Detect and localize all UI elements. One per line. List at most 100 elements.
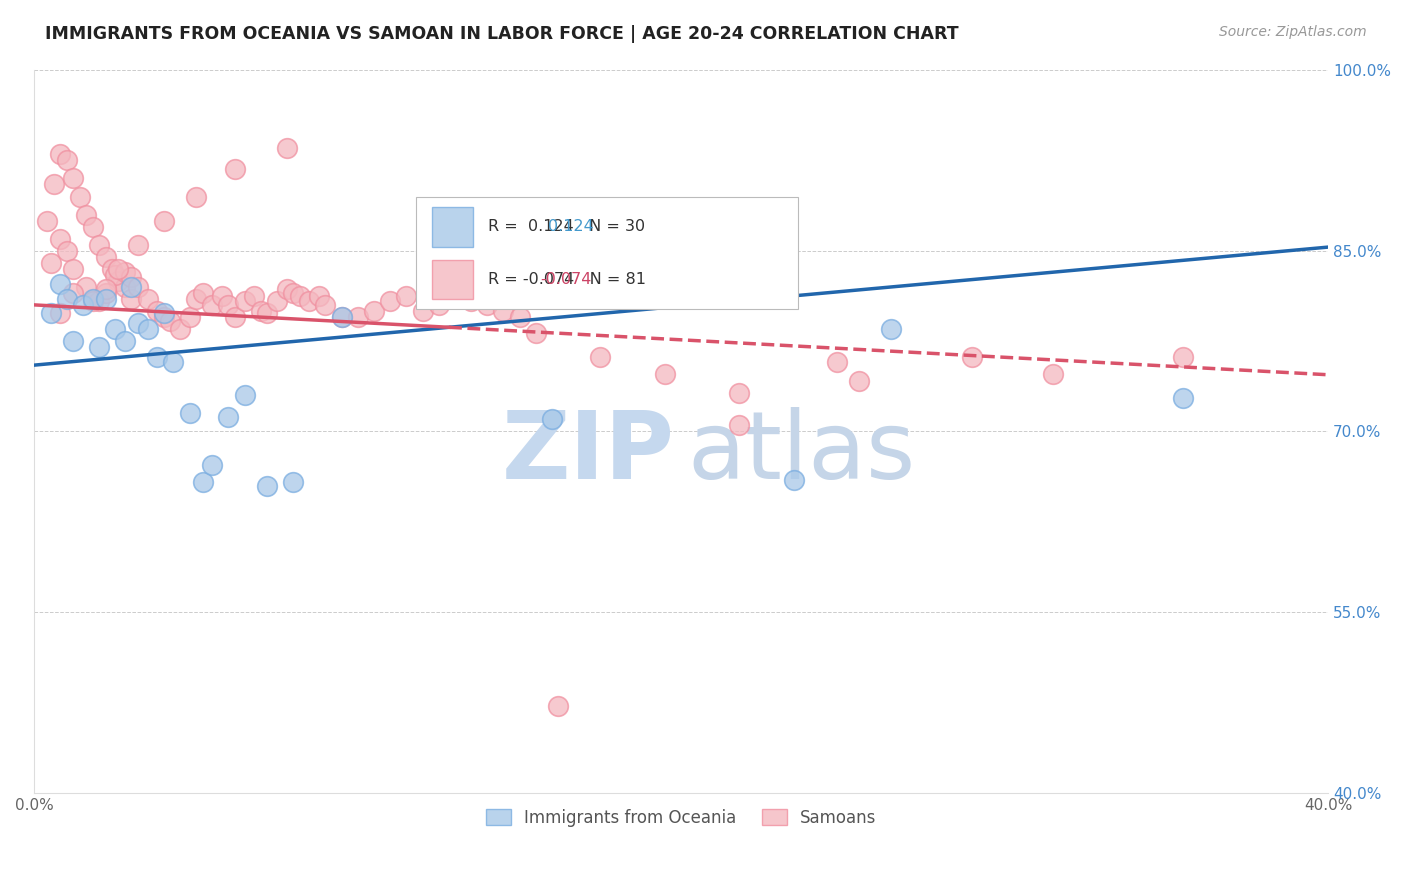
Point — [62, 261, 84, 276]
Point — [224, 310, 246, 324]
Point — [266, 294, 288, 309]
Point — [159, 313, 181, 327]
Point — [152, 306, 174, 320]
Point — [146, 304, 169, 318]
Point — [62, 171, 84, 186]
Point — [136, 322, 159, 336]
Point — [1042, 367, 1064, 381]
Point — [477, 298, 499, 312]
Point — [94, 285, 117, 300]
Point — [120, 292, 142, 306]
Point — [298, 294, 321, 309]
Text: atlas: atlas — [688, 407, 915, 499]
Point — [69, 189, 91, 203]
Point — [330, 310, 353, 324]
Point — [75, 280, 97, 294]
Point — [783, 473, 806, 487]
Point — [460, 294, 482, 309]
Point — [39, 306, 62, 320]
Point — [152, 213, 174, 227]
Point — [104, 322, 127, 336]
Point — [179, 310, 201, 324]
Text: IMMIGRANTS FROM OCEANIA VS SAMOAN IN LABOR FORCE | AGE 20-24 CORRELATION CHART: IMMIGRANTS FROM OCEANIA VS SAMOAN IN LAB… — [45, 25, 959, 43]
Point — [288, 289, 311, 303]
Point — [114, 280, 136, 294]
Point — [107, 274, 129, 288]
Point — [308, 289, 330, 303]
Point — [114, 265, 136, 279]
Point — [346, 310, 368, 324]
Point — [654, 367, 676, 381]
Point — [49, 306, 72, 320]
Point — [201, 458, 224, 472]
Point — [82, 294, 104, 309]
Point — [541, 412, 564, 426]
Point — [233, 294, 256, 309]
Point — [94, 250, 117, 264]
Point — [120, 270, 142, 285]
Point — [184, 292, 207, 306]
Point — [589, 350, 612, 364]
Point — [146, 350, 169, 364]
Point — [127, 237, 149, 252]
Point — [191, 475, 214, 489]
Point — [1171, 350, 1194, 364]
Point — [104, 268, 127, 282]
Point — [728, 385, 751, 400]
Point — [107, 261, 129, 276]
Point — [87, 294, 110, 309]
Point — [547, 698, 569, 713]
Point — [184, 189, 207, 203]
Point — [412, 304, 434, 318]
Point — [49, 147, 72, 161]
Point — [39, 256, 62, 270]
Text: ZIP: ZIP — [502, 407, 675, 499]
Point — [62, 285, 84, 300]
Point — [492, 304, 515, 318]
Point — [825, 354, 848, 368]
Point — [191, 285, 214, 300]
FancyBboxPatch shape — [432, 207, 472, 247]
Point — [276, 141, 298, 155]
Point — [136, 292, 159, 306]
Point — [524, 326, 547, 340]
Point — [162, 354, 184, 368]
Text: 0.124: 0.124 — [548, 219, 593, 235]
Point — [82, 292, 104, 306]
Point — [55, 292, 77, 306]
Point — [276, 282, 298, 296]
Point — [217, 298, 239, 312]
Point — [37, 213, 59, 227]
Point — [256, 306, 278, 320]
Point — [75, 208, 97, 222]
Point — [94, 282, 117, 296]
Point — [201, 298, 224, 312]
Point — [179, 406, 201, 420]
Point — [330, 310, 353, 324]
Point — [249, 304, 271, 318]
Point — [444, 289, 467, 303]
Text: -0.074: -0.074 — [540, 272, 592, 287]
Point — [101, 261, 124, 276]
Point — [169, 322, 191, 336]
Point — [378, 294, 401, 309]
Text: R =  0.124   N = 30: R = 0.124 N = 30 — [488, 219, 645, 235]
Point — [256, 478, 278, 492]
Point — [62, 334, 84, 348]
Point — [127, 280, 149, 294]
Point — [82, 219, 104, 234]
Point — [55, 153, 77, 168]
Point — [72, 298, 94, 312]
Point — [492, 244, 515, 258]
Point — [55, 244, 77, 258]
Point — [94, 292, 117, 306]
Point — [49, 277, 72, 292]
Point — [42, 178, 65, 192]
Point — [848, 374, 870, 388]
Point — [224, 161, 246, 176]
Point — [114, 334, 136, 348]
Point — [120, 280, 142, 294]
Point — [49, 232, 72, 246]
Point — [281, 285, 304, 300]
FancyBboxPatch shape — [416, 196, 797, 309]
